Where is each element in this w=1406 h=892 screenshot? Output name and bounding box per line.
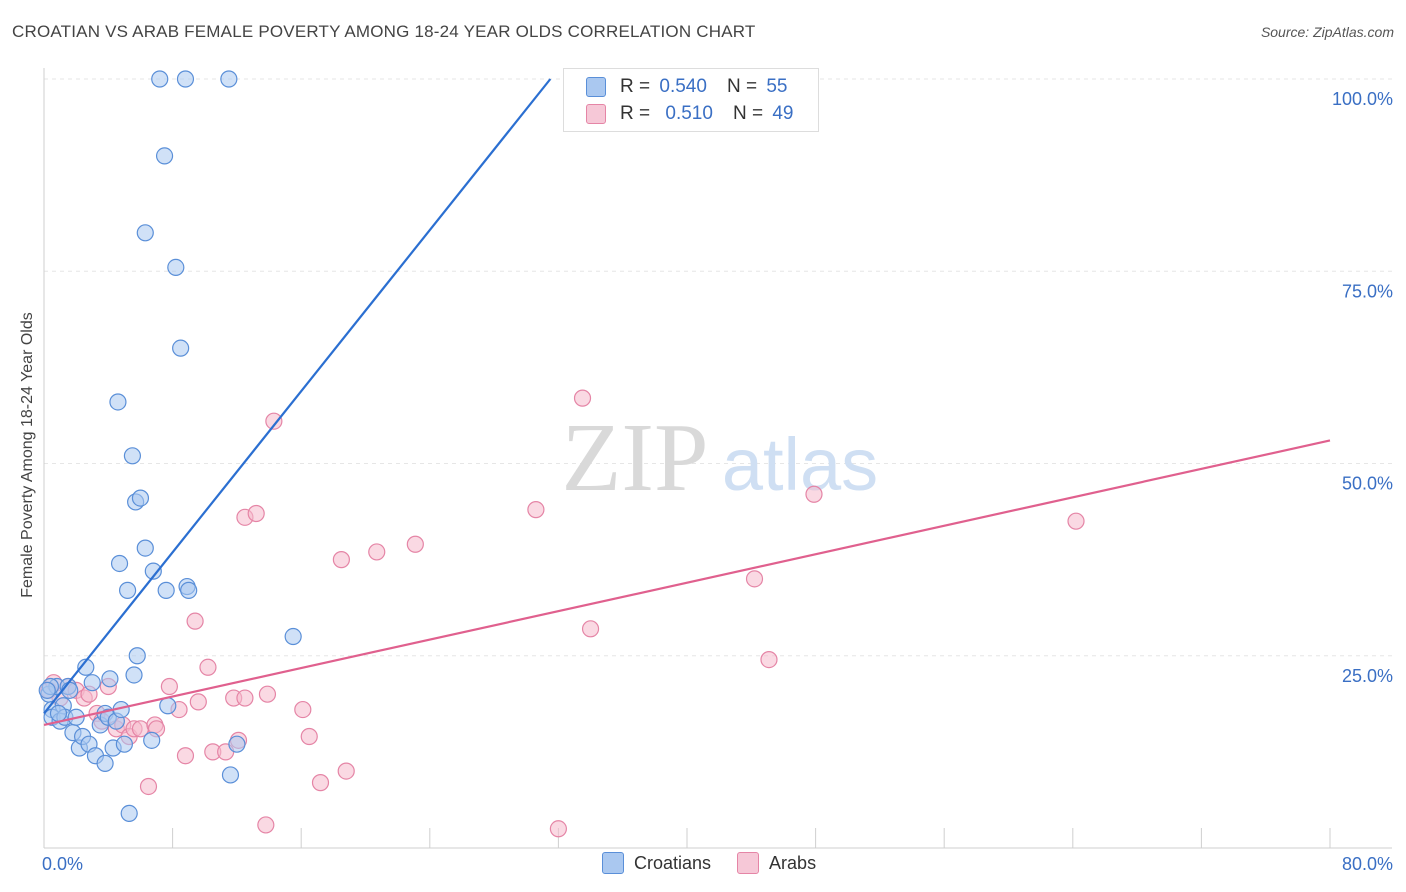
r-label: R = bbox=[620, 76, 651, 97]
arabs-swatch bbox=[586, 104, 606, 124]
arab-point bbox=[311, 774, 330, 792]
series-legend: Croatians Arabs bbox=[602, 852, 842, 874]
croatian-point bbox=[228, 735, 246, 753]
croatian-point bbox=[38, 681, 56, 699]
x-tick-label: 0.0% bbox=[42, 854, 83, 874]
arab-point bbox=[294, 700, 312, 719]
arab-point bbox=[236, 689, 254, 707]
croatian-point bbox=[144, 562, 162, 580]
arab-point bbox=[573, 389, 592, 407]
croatian-point bbox=[77, 658, 95, 676]
arabs-trend-line bbox=[43, 439, 1331, 727]
axes bbox=[43, 68, 1392, 849]
trend-lines bbox=[43, 78, 1331, 727]
arab-point bbox=[257, 816, 275, 834]
arab-point bbox=[581, 620, 600, 638]
correlation-legend: R = 0.540 N = 55 R = 0.510 N = 49 bbox=[563, 68, 819, 132]
n-label: N = bbox=[726, 76, 758, 97]
legend-row-arabs: R = 0.510 N = 49 bbox=[586, 102, 793, 126]
croatian-point bbox=[128, 647, 146, 665]
arab-point bbox=[760, 650, 778, 669]
data-points bbox=[38, 70, 1085, 838]
croatian-point bbox=[131, 489, 150, 507]
arab-point bbox=[265, 412, 283, 430]
arab-point bbox=[160, 677, 178, 696]
chart-title: CROATIAN VS ARAB FEMALE POVERTY AMONG 18… bbox=[12, 22, 756, 41]
y-tick-label: 75.0% bbox=[1342, 281, 1393, 301]
croatian-point bbox=[176, 70, 195, 88]
arabs-swatch bbox=[737, 852, 760, 874]
watermark-zip: ZIP bbox=[562, 404, 709, 512]
croatian-point bbox=[180, 581, 198, 599]
arab-point bbox=[189, 693, 207, 711]
x-tick-label: 80.0% bbox=[1342, 854, 1393, 874]
arab-point bbox=[549, 820, 568, 838]
croatian-point bbox=[284, 627, 302, 646]
arab-point bbox=[247, 504, 265, 523]
arab-point bbox=[337, 762, 355, 780]
legend-item-arabs: Arabs bbox=[737, 852, 816, 874]
croatian-point bbox=[101, 670, 119, 688]
croatian-point bbox=[83, 674, 101, 692]
croatian-point bbox=[118, 581, 137, 599]
arab-point bbox=[1067, 512, 1085, 530]
croatian-point bbox=[220, 70, 238, 88]
arab-point bbox=[805, 485, 823, 503]
arab-point bbox=[176, 747, 195, 765]
croatian-point bbox=[157, 581, 175, 599]
croatian-point bbox=[96, 754, 114, 773]
watermark: ZIP atlas bbox=[562, 404, 879, 512]
r-label: R = bbox=[620, 103, 651, 124]
r-value: 0.510 bbox=[665, 103, 713, 124]
arab-point bbox=[186, 612, 204, 630]
y-tick-label: 100.0% bbox=[1332, 89, 1393, 109]
grid-lines bbox=[44, 78, 1392, 657]
source-label: Source: ZipAtlas.com bbox=[1260, 24, 1394, 40]
arab-point bbox=[332, 551, 350, 569]
watermark-atlas: atlas bbox=[722, 423, 878, 506]
croatian-point bbox=[125, 666, 143, 684]
legend-label-arabs: Arabs bbox=[769, 852, 817, 873]
arab-point bbox=[258, 685, 277, 703]
croatian-point bbox=[109, 393, 127, 411]
r-value: 0.540 bbox=[659, 76, 707, 97]
croatian-point bbox=[110, 554, 129, 573]
croatian-point bbox=[172, 339, 190, 357]
legend-item-croatians: Croatians bbox=[602, 852, 711, 874]
y-axis-label: Female Poverty Among 18-24 Year Olds bbox=[19, 312, 36, 598]
croatian-point bbox=[167, 258, 185, 277]
arab-point bbox=[406, 535, 424, 553]
legend-row-croatians: R = 0.540 N = 55 bbox=[586, 75, 787, 99]
croatian-point bbox=[151, 70, 169, 88]
y-tick-label: 50.0% bbox=[1342, 474, 1393, 494]
n-label: N = bbox=[732, 103, 764, 124]
croatian-point bbox=[136, 539, 154, 557]
arab-point bbox=[199, 658, 217, 676]
croatian-point bbox=[136, 224, 154, 242]
arab-point bbox=[368, 543, 386, 561]
croatian-point bbox=[123, 447, 142, 465]
croatian-point bbox=[61, 681, 79, 699]
croatian-point bbox=[155, 147, 174, 165]
croatian-point bbox=[120, 804, 138, 822]
croatians-trend-line bbox=[43, 78, 552, 715]
n-value: 49 bbox=[772, 103, 794, 124]
croatians-swatch bbox=[602, 852, 624, 874]
y-tick-label: 25.0% bbox=[1342, 666, 1393, 686]
croatian-point bbox=[49, 704, 68, 723]
arab-point bbox=[300, 727, 318, 746]
legend-label-croatians: Croatians bbox=[634, 852, 712, 873]
tick-labels: 100.0% 75.0% 50.0% 25.0% 0.0% 80.0% bbox=[42, 89, 1393, 874]
croatian-point bbox=[159, 697, 177, 715]
arab-point bbox=[745, 570, 764, 588]
n-value: 55 bbox=[766, 76, 788, 97]
croatian-point bbox=[221, 766, 240, 784]
croatian-point bbox=[143, 731, 161, 749]
croatians-swatch bbox=[586, 77, 606, 97]
arab-point bbox=[527, 501, 545, 519]
arab-point bbox=[139, 777, 158, 796]
croatian-point bbox=[115, 735, 133, 753]
